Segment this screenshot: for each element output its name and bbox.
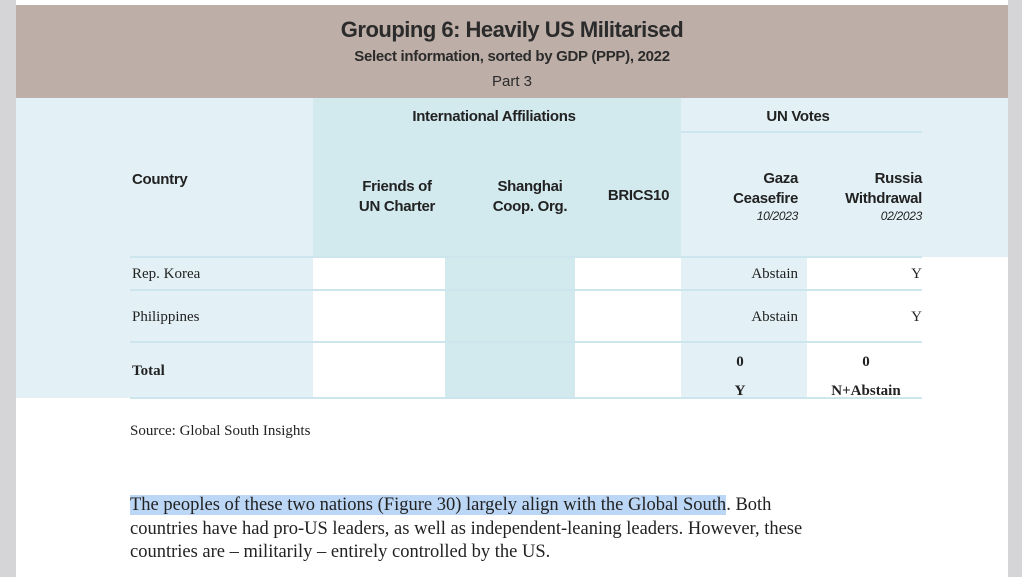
col-header-shanghai: Shanghai Coop. Org. [492,178,568,215]
group-header-votes: UN Votes [766,108,830,125]
divider [130,341,922,343]
table-title: Grouping 6: Heavily US Militarised [340,17,684,42]
country-column-background [16,257,313,398]
col-header-friends: Friends of UN Charter [358,178,436,215]
body-paragraph: The peoples of these two nations (Figure… [130,495,803,562]
divider [681,131,922,133]
source-note: Source: Global South Insights [130,423,311,439]
divider [130,289,922,291]
total-russia: 0 N+Abstain [831,354,901,399]
table-title-banner: Grouping 6: Heavily US Militarised Selec… [16,5,1008,98]
divider [130,397,922,399]
divider [130,256,922,258]
row-gaza: Abstain [751,309,798,325]
selected-text[interactable]: The peoples of these two nations (Figure… [130,495,727,515]
table-subtitle: Select information, sorted by GDP (PPP),… [354,48,670,65]
total-label: Total [132,363,165,379]
row-russia: Y [911,309,922,325]
group-header-affiliations: International Affiliations [412,108,576,125]
row-russia: Y [911,266,922,282]
table-part: Part 3 [491,73,533,90]
col-header-country: Country [132,171,188,188]
shanghai-column-background [445,257,575,398]
row-country: Rep. Korea [132,266,201,282]
row-country: Philippines [132,309,200,325]
affiliations-header-background [313,98,681,257]
gaza-column-background [681,257,807,398]
col-header-russia: Russia Withdrawal 02/2023 [845,170,922,223]
row-gaza: Abstain [751,266,798,282]
col-header-gaza: Gaza Ceasefire 10/2023 [733,170,798,223]
col-header-brics: BRICS10 [607,187,670,204]
